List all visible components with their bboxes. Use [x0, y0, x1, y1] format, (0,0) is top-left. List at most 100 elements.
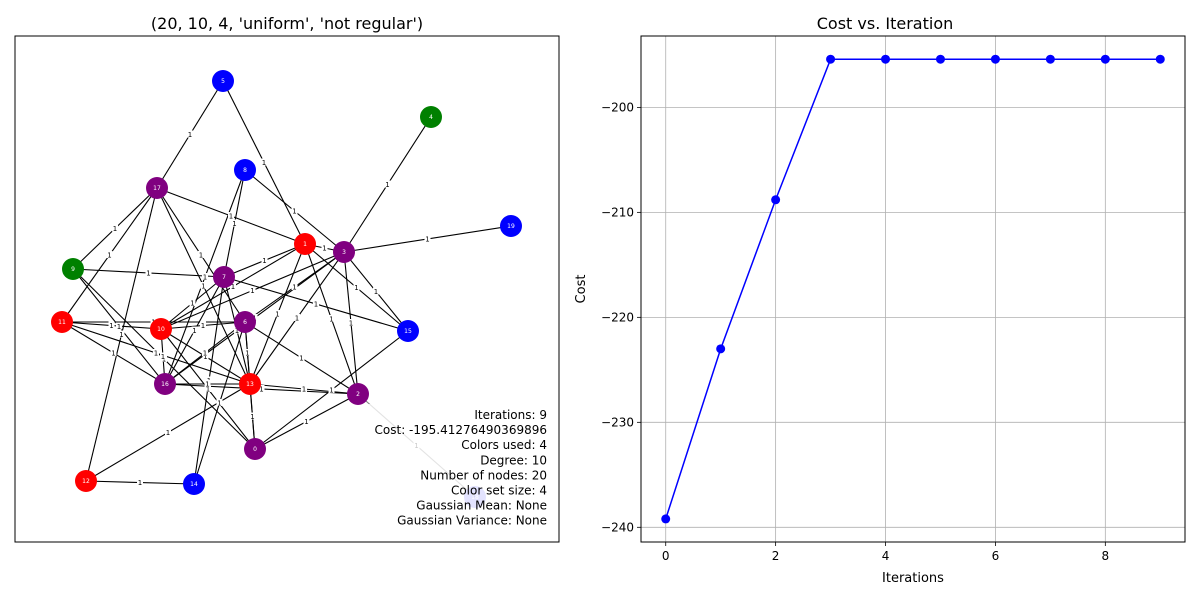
edge-label-bg — [202, 273, 208, 280]
edge-label-bg — [112, 224, 118, 232]
edge-label: 1 — [107, 252, 111, 260]
edge-label: 1 — [231, 283, 235, 291]
edge-label-bg — [160, 352, 166, 360]
node-label-11: 11 — [58, 319, 66, 326]
cost-point — [716, 344, 726, 354]
edge-label-bg — [258, 385, 265, 392]
edge-label-bg — [116, 322, 122, 330]
node-6 — [234, 311, 256, 333]
node-1 — [294, 233, 316, 255]
node-5 — [212, 70, 234, 92]
edge-label-bg — [313, 300, 319, 307]
edge-label-bg — [165, 428, 171, 436]
node-19 — [500, 215, 522, 237]
edge-label-bg — [191, 326, 198, 334]
cost-point — [771, 195, 781, 205]
edge-label: 1 — [374, 288, 378, 296]
node-label-5: 5 — [221, 78, 225, 85]
y-tick-label: −220 — [601, 310, 634, 324]
edge-label-bg — [249, 412, 256, 420]
edge-label-bg — [198, 251, 204, 258]
x-tick-label: 2 — [772, 549, 780, 563]
cost-point — [826, 54, 836, 64]
node-label-19: 19 — [507, 223, 515, 230]
y-tick-label: −230 — [601, 415, 634, 429]
node-label-3: 3 — [342, 249, 346, 256]
cost-series-markers — [661, 54, 1165, 524]
y-axis-label: Cost — [574, 275, 589, 304]
edge-label: 1 — [349, 320, 353, 328]
edge-label-bg — [261, 158, 267, 166]
cost-point — [1155, 54, 1165, 64]
edge-label: 1 — [385, 181, 389, 189]
node-label-1: 1 — [303, 241, 307, 248]
node-3 — [333, 241, 355, 263]
graph-title: (20, 10, 4, 'uniform', 'not regular') — [151, 14, 423, 33]
line-chart-ticks: 0 2 4 6 8 −240 −230 −220 −210 −200 — [601, 100, 1109, 563]
cost-point — [935, 54, 945, 64]
edge-label: 1 — [119, 331, 123, 339]
x-tick-label: 6 — [992, 549, 1000, 563]
edge-label-bg — [328, 386, 335, 393]
node-label-17: 17 — [153, 185, 161, 192]
edge-label: 1 — [250, 287, 254, 295]
node-0 — [244, 438, 266, 460]
y-tick-label: −210 — [601, 205, 634, 219]
edge-label-bg — [301, 385, 307, 392]
edge-label-bg — [321, 244, 328, 251]
info-line: Number of nodes: 20 — [420, 468, 547, 482]
edge-label: 1 — [113, 225, 117, 233]
node-17 — [146, 177, 168, 199]
edge-label: 1 — [203, 350, 207, 358]
node-label-15: 15 — [404, 328, 412, 335]
edge-label: 1 — [217, 400, 221, 408]
edge-label: 1 — [154, 350, 158, 358]
line-chart-title: Cost vs. Iteration — [817, 14, 954, 33]
edge-label: 1 — [299, 355, 303, 363]
edge-label: 1 — [425, 236, 429, 244]
edge-label: 1 — [203, 353, 207, 361]
edge-label-bg — [291, 283, 298, 290]
info-line: Color set size: 4 — [451, 484, 547, 498]
edge-label: 1 — [166, 429, 170, 437]
edge-label: 1 — [232, 220, 236, 228]
edge-label-bg — [204, 380, 211, 387]
cost-point — [1045, 54, 1055, 64]
info-line: Cost: -195.41276490369896 — [375, 423, 547, 437]
line-chart-grid — [641, 36, 1185, 542]
edge-label: 1 — [111, 350, 115, 358]
node-label-4: 4 — [429, 114, 433, 121]
edge-label: 1 — [322, 245, 326, 253]
cost-point — [1100, 54, 1110, 64]
edge-label-bg — [244, 349, 251, 356]
edge-label-bg — [274, 310, 281, 317]
node-label-6: 6 — [243, 319, 247, 326]
edge-label: 1 — [205, 381, 209, 389]
edge-label: 1 — [229, 213, 233, 221]
node-label-10: 10 — [157, 326, 165, 333]
graph-panel: (20, 10, 4, 'uniform', 'not regular') 11… — [14, 14, 560, 543]
edge-label-bg — [234, 326, 240, 334]
info-line: Gaussian Mean: None — [416, 499, 547, 513]
node-label-14: 14 — [190, 481, 198, 488]
info-line: Iterations: 9 — [474, 408, 547, 422]
node-16 — [154, 373, 176, 395]
edge-label-bg — [353, 283, 360, 291]
info-line: Gaussian Variance: None — [397, 514, 547, 528]
edge-label-bg — [189, 299, 196, 306]
node-2 — [347, 383, 369, 405]
cost-series-line — [665, 58, 1161, 520]
edge-label: 1 — [292, 208, 296, 216]
node-14 — [183, 473, 205, 495]
edge-label: 1 — [262, 159, 266, 167]
edge-label: 1 — [201, 283, 205, 291]
edge-label: 1 — [259, 386, 263, 394]
node-label-0: 0 — [253, 446, 257, 453]
edge-label: 1 — [146, 270, 150, 278]
edge-label: 1 — [109, 322, 113, 330]
edge-label: 1 — [329, 316, 333, 324]
x-tick-label: 4 — [882, 549, 890, 563]
edge-label-bg — [118, 330, 125, 338]
